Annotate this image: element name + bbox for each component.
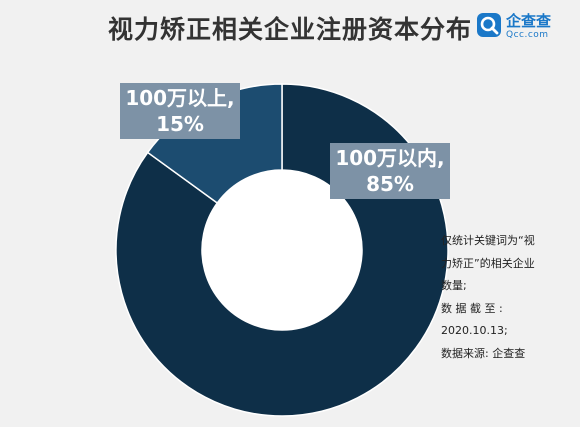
qcc-magnifier-icon xyxy=(477,13,501,37)
logo-name: 企查查 xyxy=(506,12,552,30)
data-label-category: 100万以上, xyxy=(125,86,235,110)
footnote-line: 数量; xyxy=(441,279,467,292)
chart-title: 视力矫正相关企业注册资本分布 xyxy=(108,15,473,44)
footnote-line: 仅统计关键词为“视 xyxy=(441,234,535,247)
data-label-percent: 85% xyxy=(366,172,414,196)
footnote-line: 数 据 截 至 : xyxy=(441,301,503,315)
data-label-category: 100万以内, xyxy=(335,146,445,170)
data-label-100w-within: 100万以内, 85% xyxy=(330,143,450,199)
footnote-line: 力矫正”的相关企业 xyxy=(441,256,535,270)
data-label-percent: 15% xyxy=(156,112,204,136)
footnote-line: 数据来源: 企查查 xyxy=(441,346,526,360)
footnote-line: 2020.10.13; xyxy=(441,324,508,337)
footnote: 仅统计关键词为“视 力矫正”的相关企业 数量; 数 据 截 至 : 2020.1… xyxy=(441,230,569,365)
logo-domain: Qcc.com xyxy=(506,30,549,40)
qcc-logo: 企查查 Qcc.com xyxy=(476,10,572,44)
donut-hole xyxy=(202,170,362,330)
data-label-100w-above: 100万以上, 15% xyxy=(120,83,240,139)
